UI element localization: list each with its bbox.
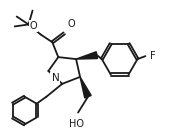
Text: N: N <box>52 73 59 83</box>
Text: HO: HO <box>69 119 84 129</box>
Polygon shape <box>80 77 91 98</box>
Polygon shape <box>76 52 98 59</box>
Text: F: F <box>150 51 156 61</box>
Text: O: O <box>67 19 75 29</box>
Text: O: O <box>30 21 38 31</box>
